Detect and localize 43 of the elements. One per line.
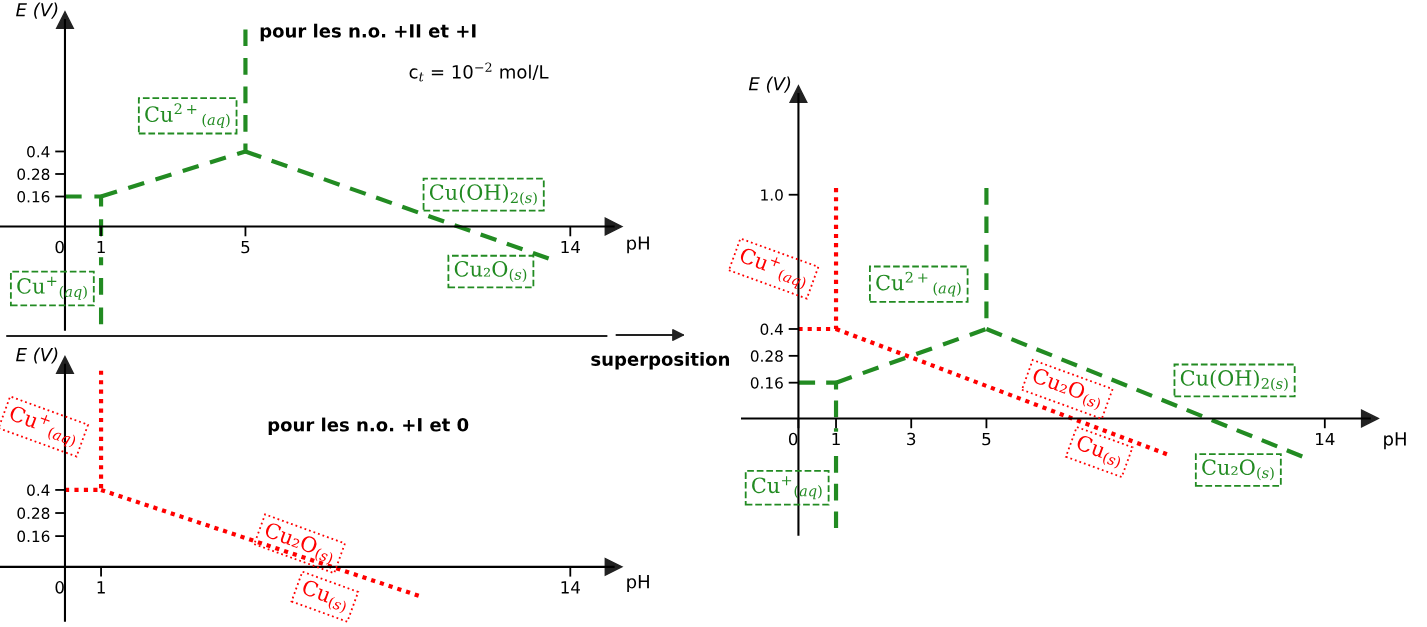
- x-axis-title: pH: [627, 575, 649, 593]
- x-axis-title: pH: [627, 236, 649, 254]
- y-axis-title: E (V): [748, 76, 791, 93]
- annotation: Cu₂O$_{(s)}$: [1202, 459, 1274, 481]
- annotation: c$_{t}$ = 10$^{−2}$ mol/L: [409, 62, 549, 82]
- annotation: Cu₂O$_{(s)}$: [262, 521, 337, 566]
- x-tick-label: 0: [55, 240, 64, 254]
- x-axis-title: pH: [1384, 432, 1406, 450]
- x-tick-label: 14: [561, 240, 580, 254]
- y-tick-label: 0.4: [27, 484, 50, 496]
- x-tick-label: 3: [907, 432, 916, 446]
- y-tick-label: 0.16: [750, 377, 783, 389]
- annotation: Cu₂O$_{(s)}$: [1029, 367, 1105, 412]
- x-tick-label: 14: [1316, 432, 1335, 446]
- annotation: Cu$^{+}$$_{(aq)}$: [6, 403, 80, 449]
- x-tick-label: 1: [97, 581, 105, 594]
- y-tick-label: 0.28: [17, 507, 50, 520]
- x-tick-label: 5: [241, 240, 250, 254]
- annotation: Cu(OH)$_{2(s)}$: [429, 183, 537, 206]
- y-tick-label: 0.28: [750, 350, 783, 362]
- y-tick-label: 0.16: [17, 190, 50, 203]
- x-tick-label: 0: [55, 581, 64, 594]
- annotation: Cu₂O$_{(s)}$: [454, 260, 527, 282]
- y-tick-label: 0.16: [17, 530, 50, 543]
- text: pour les n.o. +I et 0: [268, 417, 469, 436]
- y-axis-title: E (V): [16, 347, 58, 364]
- annotation: Cu$^{+}$$_{(aq)}$: [736, 245, 811, 292]
- annotation: Cu(OH)$_{2(s)}$: [1180, 369, 1288, 392]
- x-tick-label: 14: [561, 581, 580, 594]
- annotation: superposition: [591, 351, 730, 370]
- y-tick-label: 1.0: [761, 189, 783, 201]
- y-tick-label: 0.4: [27, 145, 50, 158]
- y-tick-label: 0.4: [760, 323, 783, 336]
- annotation: Cu$^{2+}$$_{(aq)}$: [145, 103, 230, 128]
- x-tick-label: 5: [982, 432, 991, 446]
- annotation: Cu$_{(s)}$: [299, 578, 350, 615]
- x-tick-label: 1: [97, 240, 105, 254]
- annotation: Cu$_{(s)}$: [1073, 434, 1125, 470]
- x-tick-label: 1: [832, 432, 840, 446]
- y-axis-title: E (V): [16, 2, 58, 19]
- annotation: Cu$^{2+}$$_{(aq)}$: [876, 271, 961, 297]
- y-tick-label: 0.28: [17, 168, 50, 181]
- chart-title: pour les n.o. +II et +I: [260, 23, 476, 42]
